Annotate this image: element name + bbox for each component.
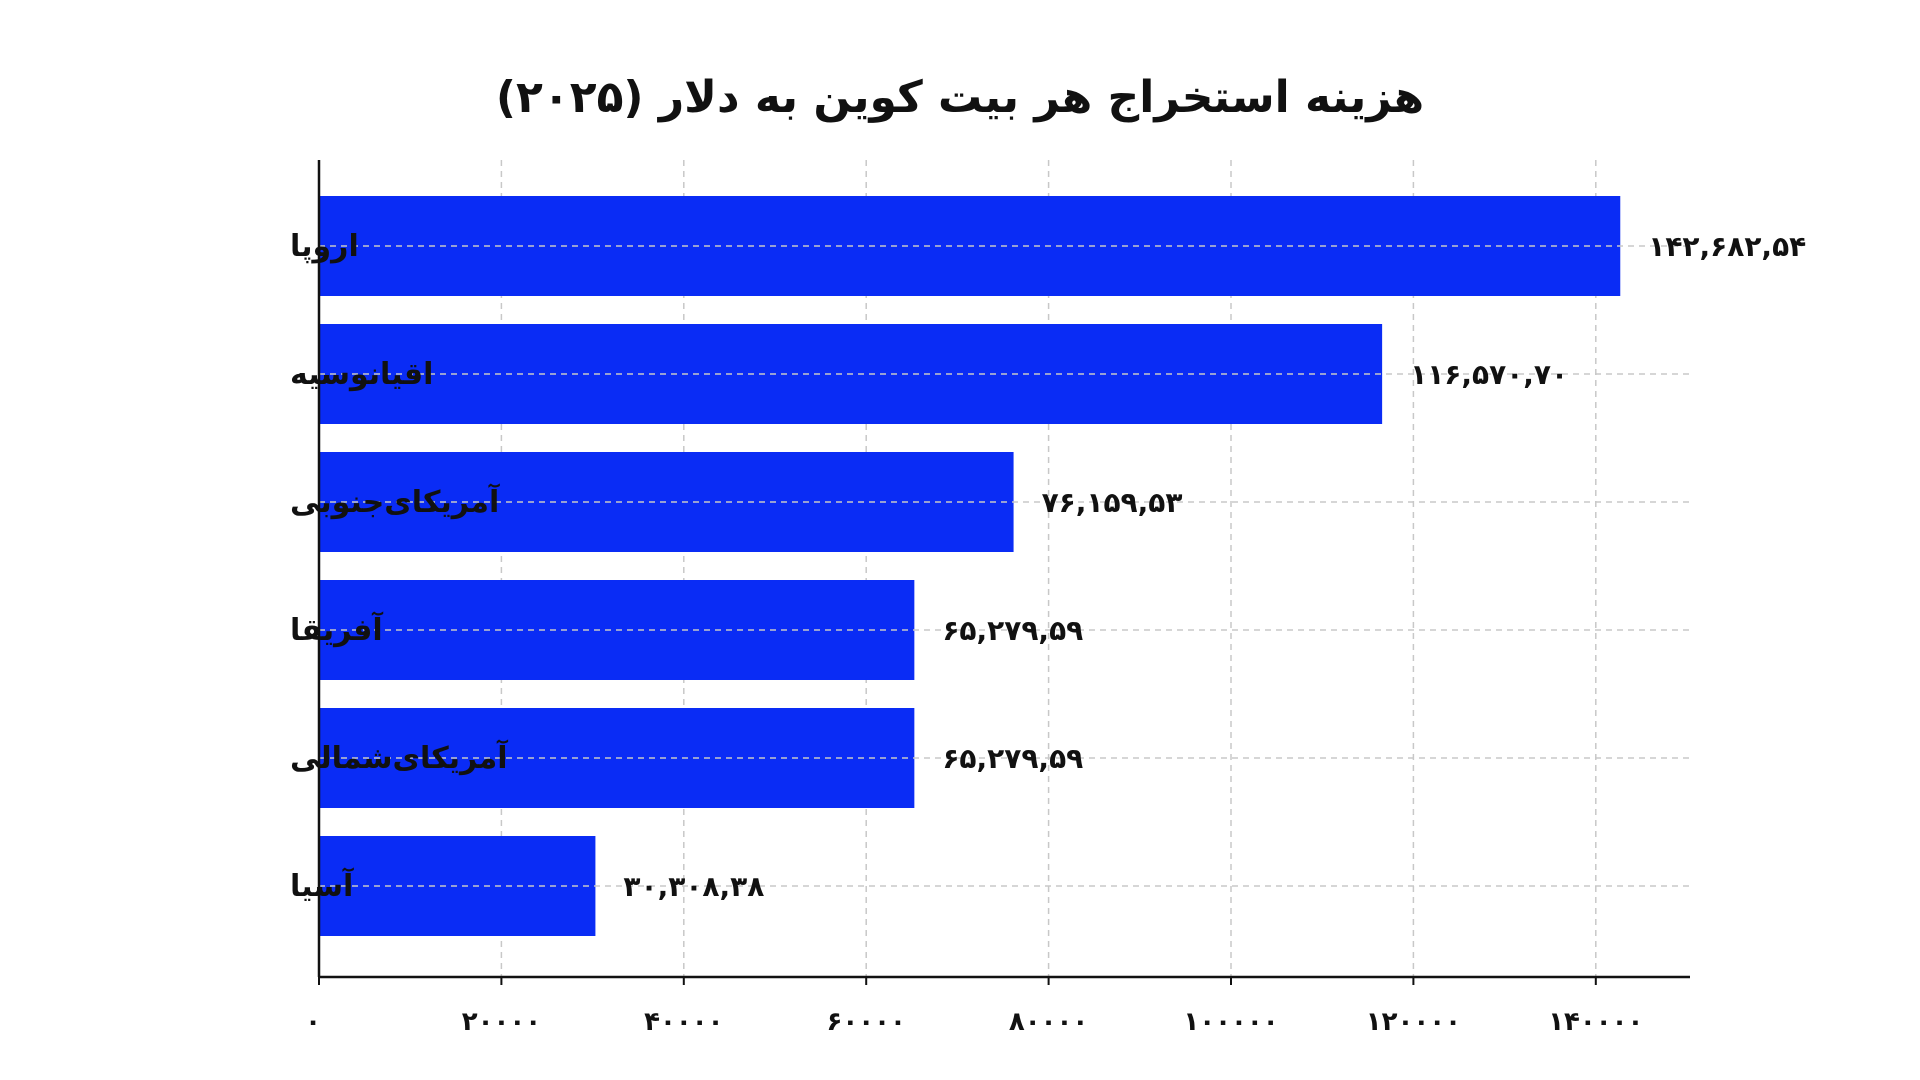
bars <box>319 196 1621 936</box>
x-tick-label: ۱۰۰۰۰۰ <box>1183 1007 1278 1037</box>
x-tick-label: ۶۰۰۰۰ <box>827 1007 906 1037</box>
labels: اروپا ۱۴۲,۶۸۲,۵۴ اقیانوسیه ۱۱۶,۵۷۰,۷۰ آمریکا… <box>290 229 1806 1037</box>
data-label: ۳۰,۳۰۸,۳۸ <box>623 870 764 903</box>
grid-lines <box>500 160 1597 977</box>
data-label: ۱۱۶,۵۷۰,۷۰ <box>1410 358 1568 391</box>
x-tick-label: ۱۲۰۰۰۰ <box>1366 1007 1461 1037</box>
category-label: اقیانوسیه <box>290 357 433 392</box>
x-tick-label: ۴۰۰۰۰ <box>644 1007 723 1037</box>
chart-title: هزینه استخراج هر بیت کوین به دلار (۲۰۲۵) <box>495 72 1425 123</box>
data-label: ۶۵,۲۷۹,۵۹ <box>942 614 1083 647</box>
category-label: آفریقا <box>290 611 383 648</box>
axes <box>317 160 1690 985</box>
category-label: اروپا <box>290 229 359 264</box>
category-label: آسیا <box>290 867 354 904</box>
x-tick-label: ۲۰۰۰۰ <box>462 1007 541 1037</box>
x-tick-label: ۸۰۰۰۰ <box>1009 1007 1088 1037</box>
row-grid-lines <box>319 245 1690 887</box>
x-tick-label: ۰ <box>305 1007 321 1037</box>
category-label: آمریکای‌شمالی <box>290 739 508 776</box>
data-label: ۷۶,۱۵۹,۵۳ <box>1042 486 1183 519</box>
category-label: آمریکای‌جنوبی <box>290 483 500 520</box>
data-label: ۱۴۲,۶۸۲,۵۴ <box>1648 230 1806 263</box>
x-tick-label: ۱۴۰۰۰۰ <box>1548 1007 1643 1037</box>
data-label: ۶۵,۲۷۹,۵۹ <box>942 742 1083 775</box>
